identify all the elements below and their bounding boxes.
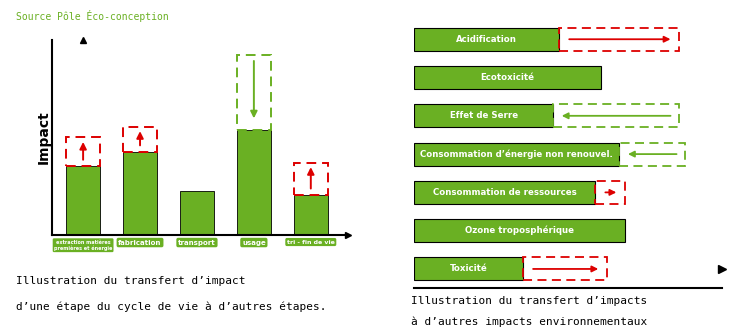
Bar xyxy=(553,104,679,127)
Text: à d’autres impacts environnementaux: à d’autres impacts environnementaux xyxy=(411,317,647,327)
Bar xyxy=(294,195,328,234)
Bar xyxy=(595,181,625,204)
Bar xyxy=(414,66,601,89)
Bar xyxy=(66,137,100,166)
Bar xyxy=(180,191,214,234)
Bar xyxy=(123,152,157,234)
Bar xyxy=(414,219,625,242)
Text: usage: usage xyxy=(242,240,266,246)
Text: Ozone troposphérique: Ozone troposphérique xyxy=(465,226,574,236)
Bar xyxy=(123,127,157,152)
Bar xyxy=(559,28,679,51)
Text: Illustration du transfert d’impact: Illustration du transfert d’impact xyxy=(16,276,246,286)
Text: Toxicité: Toxicité xyxy=(450,264,488,273)
Bar xyxy=(522,258,607,280)
Y-axis label: Impact: Impact xyxy=(36,111,50,164)
Text: Illustration du transfert d’impacts: Illustration du transfert d’impacts xyxy=(411,296,647,307)
Bar xyxy=(414,143,619,165)
Text: tri - fin de vie: tri - fin de vie xyxy=(287,240,334,245)
Text: transport: transport xyxy=(178,240,216,246)
Bar xyxy=(414,181,595,204)
Text: Consommation d’énergie non renouvel.: Consommation d’énergie non renouvel. xyxy=(420,149,613,159)
Text: fabrication: fabrication xyxy=(118,240,162,246)
Bar xyxy=(66,166,100,234)
Text: Acidification: Acidification xyxy=(457,35,517,44)
Text: d’une étape du cycle de vie à d’autres étapes.: d’une étape du cycle de vie à d’autres é… xyxy=(16,302,327,312)
Text: extraction matières
premières et énergie: extraction matières premières et énergie xyxy=(54,240,112,251)
Text: Source Pôle Éco-conception: Source Pôle Éco-conception xyxy=(16,10,169,22)
Bar xyxy=(294,162,328,195)
Bar xyxy=(414,258,522,280)
Text: Ecotoxicité: Ecotoxicité xyxy=(481,73,535,82)
Bar xyxy=(414,104,553,127)
Text: Consommation de ressources: Consommation de ressources xyxy=(433,188,576,197)
Bar xyxy=(619,143,685,165)
Text: Effet de Serre: Effet de Serre xyxy=(450,111,518,120)
Bar xyxy=(237,55,271,130)
Bar xyxy=(414,28,559,51)
Bar xyxy=(237,130,271,234)
